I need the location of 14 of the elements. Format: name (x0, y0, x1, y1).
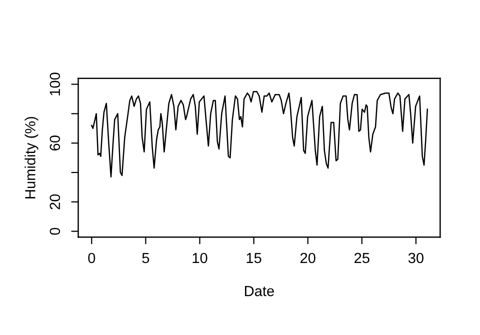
y-tick-label: 0 (50, 228, 60, 235)
y-tick-label: 100 (50, 72, 60, 96)
x-tick-label: 20 (300, 252, 316, 264)
x-tick-label: 5 (142, 252, 150, 264)
line-series (91, 91, 428, 178)
y-tick-label: 20 (50, 194, 60, 210)
x-axis-title: Date (244, 286, 274, 296)
x-tick-label: 25 (354, 252, 370, 264)
x-tick-label: 10 (192, 252, 208, 264)
x-tick-label: 30 (408, 252, 424, 264)
x-tick-label: 15 (246, 252, 262, 264)
y-tick-label: 60 (50, 136, 60, 150)
y-axis-title: Humidity (%) (24, 116, 38, 198)
x-tick-label: 0 (88, 252, 96, 264)
